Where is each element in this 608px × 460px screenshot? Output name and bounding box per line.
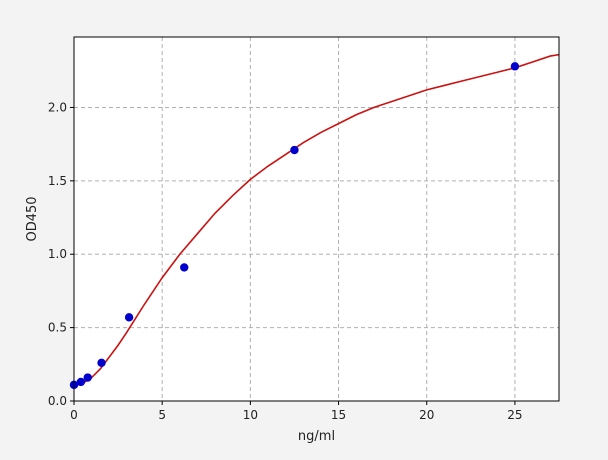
y-tick-label-4: 2.0 bbox=[48, 100, 67, 114]
ticks: 0 5 10 15 20 25 0.0 0.5 1.0 1.5 2.0 bbox=[48, 100, 523, 422]
x-tick-label-1: 5 bbox=[158, 408, 166, 422]
y-tick-label-1: 0.5 bbox=[48, 321, 67, 335]
y-tick-label-0: 0.0 bbox=[48, 394, 67, 408]
x-axis-label: ng/ml bbox=[298, 429, 335, 444]
x-tick-label-5: 25 bbox=[507, 408, 522, 422]
plot-area bbox=[74, 37, 559, 401]
x-tick-label-2: 10 bbox=[243, 408, 258, 422]
series-layer bbox=[69, 53, 560, 390]
data-point-2 bbox=[83, 373, 92, 382]
x-tick-label-3: 15 bbox=[331, 408, 346, 422]
data-point-5 bbox=[180, 263, 189, 272]
data-point-4 bbox=[124, 313, 134, 322]
data-point-3 bbox=[97, 358, 106, 368]
data-point-7 bbox=[510, 62, 520, 71]
grid bbox=[74, 37, 559, 401]
x-tick-label-0: 0 bbox=[70, 408, 78, 422]
y-tick-label-3: 1.5 bbox=[48, 174, 67, 188]
data-point-1 bbox=[76, 377, 86, 387]
y-axis-label: OD450 bbox=[25, 196, 40, 241]
data-point-6 bbox=[290, 145, 299, 155]
x-tick-label-4: 20 bbox=[419, 408, 434, 422]
y-tick-label-2: 1.0 bbox=[48, 247, 67, 261]
plot-frame bbox=[73, 36, 560, 402]
